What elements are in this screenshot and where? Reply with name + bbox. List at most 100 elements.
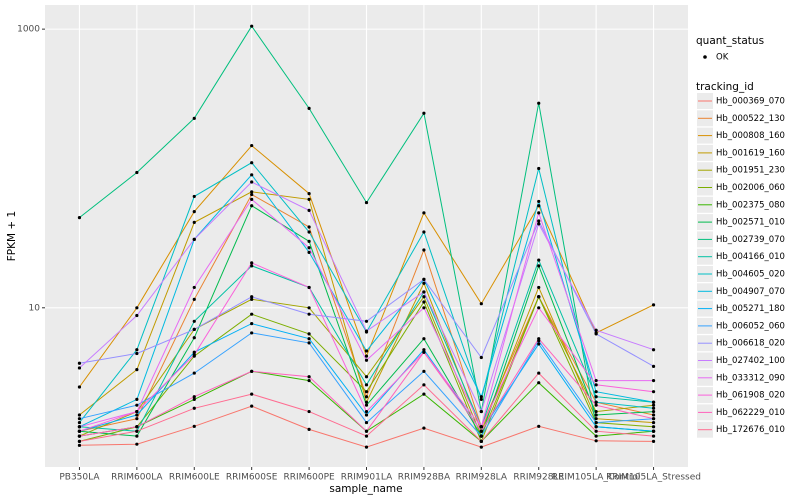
data-point (77, 443, 82, 447)
legend-label: Hb_172676_010 (716, 425, 785, 435)
data-point (479, 439, 483, 443)
data-point (192, 327, 196, 331)
legend-label: Hb_000522_130 (716, 114, 785, 124)
data-point (651, 429, 656, 433)
legend-label: Hb_002571_010 (716, 218, 785, 228)
data-point (192, 319, 196, 323)
data-point (192, 220, 196, 225)
data-point (364, 390, 369, 394)
legend-point (703, 55, 707, 59)
data-point (594, 439, 598, 443)
data-point (537, 285, 541, 290)
data-point (479, 429, 483, 433)
data-point (594, 395, 598, 399)
data-point (537, 222, 541, 226)
legend-label: Hb_002006_060 (716, 183, 785, 193)
data-point (422, 300, 426, 304)
data-point (250, 24, 254, 28)
data-point (594, 413, 598, 417)
data-point (307, 192, 311, 196)
data-point (479, 302, 483, 306)
data-point (594, 420, 598, 425)
data-point (364, 434, 369, 438)
data-point (422, 348, 426, 352)
legend-label: Hb_001951_230 (716, 166, 785, 176)
data-point (422, 290, 426, 294)
y-tick-label: 10 (29, 303, 41, 313)
data-point (192, 397, 196, 402)
data-point (422, 230, 426, 234)
data-point (135, 403, 139, 407)
data-point (307, 379, 311, 383)
x-tick-label: RRIM105LA_Stressed (606, 473, 701, 483)
data-point (192, 297, 196, 301)
data-point (651, 364, 656, 368)
data-point (250, 143, 254, 148)
data-point (77, 434, 82, 438)
data-point (479, 425, 483, 429)
data-point (192, 424, 196, 428)
data-point (651, 390, 656, 394)
data-point (651, 409, 656, 414)
data-point (537, 381, 541, 385)
data-point (537, 306, 541, 310)
data-point (422, 383, 426, 387)
data-point (135, 413, 139, 417)
data-point (422, 111, 426, 115)
data-point (307, 409, 311, 414)
data-point (77, 425, 82, 429)
legend-label: Hb_002739_070 (716, 235, 785, 245)
data-point (135, 425, 139, 429)
data-point (651, 406, 656, 410)
legend-label: Hb_004907_070 (716, 287, 785, 297)
data-point (364, 349, 369, 353)
legend-title: tracking_id (696, 81, 754, 93)
data-point (651, 425, 656, 429)
data-point (479, 397, 483, 402)
data-point (651, 400, 656, 404)
data-point (307, 332, 311, 336)
data-point (250, 264, 254, 268)
data-point (307, 239, 311, 243)
data-point (135, 429, 139, 433)
data-point (537, 199, 541, 204)
data-point (250, 297, 254, 301)
data-point (651, 439, 656, 443)
data-point (594, 390, 598, 394)
data-point (192, 210, 196, 214)
data-point (250, 180, 254, 184)
x-tick-label: RRIM928LE (513, 473, 564, 483)
data-point (364, 400, 369, 404)
data-point (77, 413, 82, 417)
data-point (307, 106, 311, 110)
data-point (594, 434, 598, 438)
x-tick-label: RRIM600LE (169, 473, 220, 483)
legend-label: Hb_027402_100 (716, 356, 785, 366)
x-tick-label: RRIM105LA_Control (552, 473, 641, 483)
data-point (422, 392, 426, 396)
data-point (651, 413, 656, 417)
data-point (192, 237, 196, 241)
data-point (651, 434, 656, 438)
data-point (594, 379, 598, 383)
legend-label: Hb_004166_010 (716, 252, 785, 262)
data-point (307, 246, 311, 250)
data-point (307, 312, 311, 316)
legend-label: Hb_061908_020 (716, 391, 785, 401)
data-point (250, 404, 254, 408)
data-point (307, 225, 311, 229)
data-point (594, 417, 598, 421)
data-point (250, 261, 254, 265)
data-point (135, 313, 139, 318)
data-point (651, 348, 656, 352)
data-point (537, 337, 541, 341)
legend-label: OK (716, 53, 729, 63)
data-point (250, 197, 254, 201)
data-point (77, 215, 82, 220)
data-point (307, 230, 311, 234)
legend-label: Hb_002375_080 (716, 200, 785, 210)
data-point (307, 427, 311, 432)
data-point (364, 403, 369, 407)
